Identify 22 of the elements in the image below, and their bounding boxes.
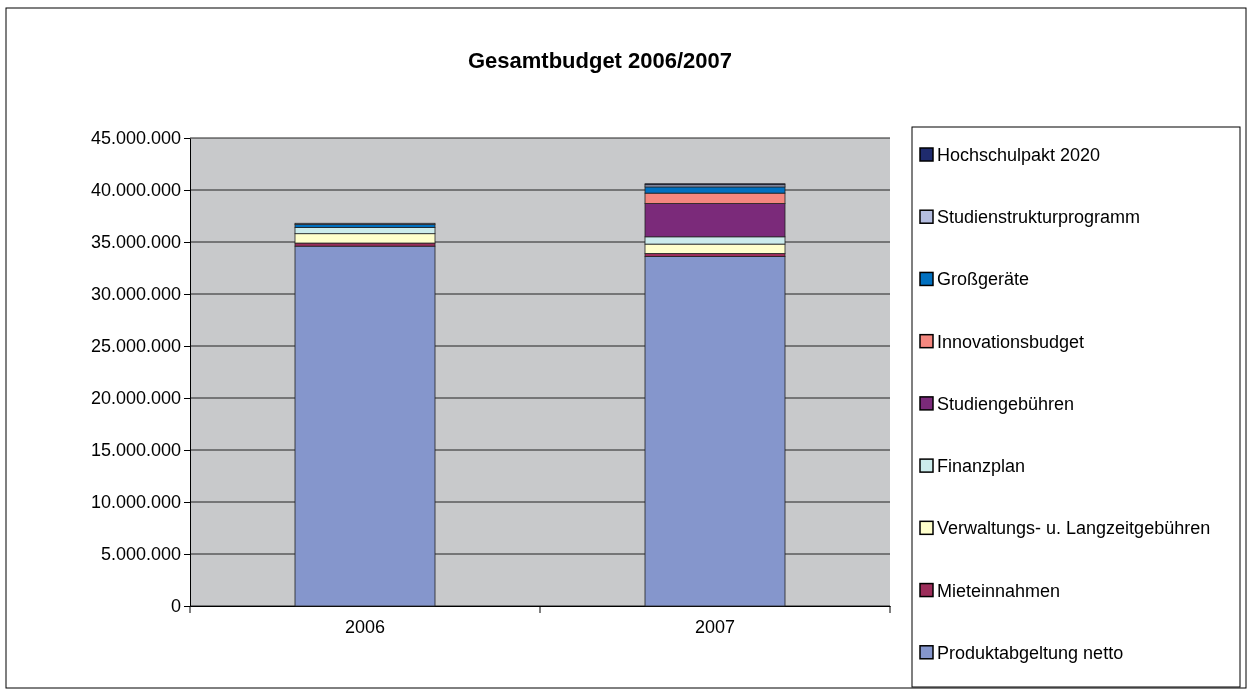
chart-title: Gesamtbudget 2006/2007	[467, 48, 733, 73]
y-tick-label: 20.000.000	[90, 388, 181, 409]
legend-label: Studiengebühren	[937, 393, 1075, 414]
x-tick-label: 2006	[344, 616, 386, 637]
legend-label: Studienstrukturprogramm	[937, 207, 1141, 228]
legend-label: Finanzplan	[937, 456, 1026, 477]
y-tick-label: 40.000.000	[90, 180, 181, 201]
y-tick-label: 45.000.000	[90, 128, 181, 149]
legend-label: Hochschulpakt 2020	[937, 145, 1101, 165]
legend-label: Mieteinnahmen	[937, 580, 1061, 601]
legend-label: Verwaltungs- u. Langzeitgebühren	[937, 518, 1211, 539]
legend-label: Produktabgeltung netto	[937, 642, 1124, 663]
x-tick-label: 2007	[694, 616, 736, 637]
y-tick-label: 35.000.000	[90, 232, 181, 253]
y-tick-label: 0	[170, 596, 181, 617]
legend-label: Großgeräte	[937, 269, 1030, 290]
legend-label: Innovationsbudget	[937, 331, 1085, 352]
y-tick-label: 25.000.000	[90, 336, 181, 357]
y-tick-label: 15.000.000	[90, 440, 181, 461]
y-tick-label: 10.000.000	[90, 492, 181, 513]
y-tick-label: 30.000.000	[90, 284, 181, 305]
y-tick-label: 5.000.000	[100, 544, 181, 565]
